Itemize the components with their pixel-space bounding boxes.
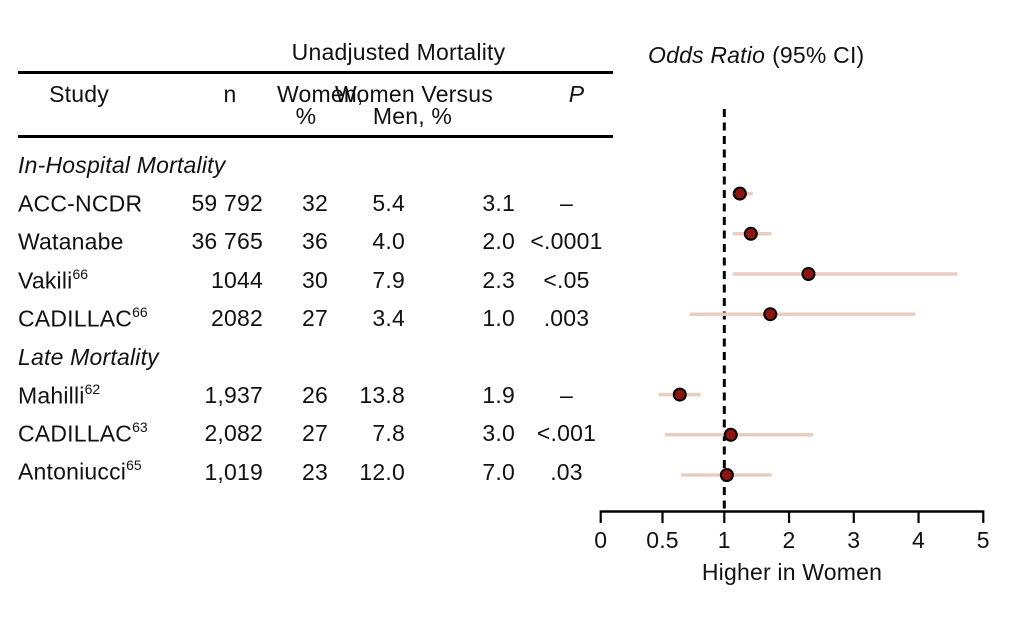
table-row: Vakili66 1044 30 7.9 2.3 <.05 bbox=[18, 261, 613, 299]
women-mortality-value: 7.9 bbox=[372, 266, 405, 293]
n-value: 1,937 bbox=[204, 382, 263, 409]
section-label: In-Hospital Mortality bbox=[18, 151, 226, 178]
table-row: Watanabe 36 765 36 4.0 2.0 <.0001 bbox=[18, 223, 613, 261]
n-value: 36 765 bbox=[191, 228, 263, 255]
table-row: CADILLAC63 2,082 27 7.8 3.0 <.001 bbox=[18, 415, 613, 453]
table-row: CADILLAC66 2082 27 3.4 1.0 .003 bbox=[18, 300, 613, 338]
n-value: 2,082 bbox=[204, 420, 263, 447]
x-axis-label: Higher in Women bbox=[702, 559, 882, 585]
women-percent-value: 27 bbox=[302, 420, 328, 447]
column-header-study: Study bbox=[49, 81, 109, 107]
reference-superscript: 66 bbox=[72, 265, 89, 282]
or-marker bbox=[743, 226, 758, 241]
column-header-p: P bbox=[568, 81, 585, 107]
or-marker bbox=[719, 468, 734, 482]
or-marker bbox=[763, 307, 778, 322]
n-value: 59 792 bbox=[191, 190, 263, 217]
column-header-n: n bbox=[223, 81, 237, 107]
table-spanner-header: Unadjusted Mortality bbox=[291, 39, 506, 65]
axis-tick-label: 0.5 bbox=[646, 527, 679, 553]
column-header-women-percent: Women, % bbox=[277, 81, 364, 129]
axis-tick-label: 0 bbox=[594, 527, 607, 553]
reference-superscript: 66 bbox=[132, 303, 148, 320]
or-marker bbox=[732, 186, 747, 201]
study-name: Vakili66 bbox=[18, 265, 89, 294]
reference-superscript: 62 bbox=[84, 380, 101, 397]
men-mortality-value: 2.3 bbox=[482, 266, 515, 293]
men-mortality-value: 3.0 bbox=[482, 420, 515, 447]
study-name: Watanabe bbox=[18, 228, 124, 255]
reference-superscript: 65 bbox=[126, 457, 142, 474]
table-row: Antoniucci65 1,019 23 12.0 7.0 .03 bbox=[18, 453, 613, 491]
or-marker bbox=[723, 427, 738, 442]
p-value: .003 bbox=[543, 305, 590, 332]
women-percent-value: 27 bbox=[302, 305, 328, 332]
men-mortality-value: 1.0 bbox=[482, 305, 515, 332]
reference-superscript: 63 bbox=[132, 419, 148, 436]
table-row: ACC-NCDR 59 792 32 5.4 3.1 – bbox=[18, 184, 613, 222]
study-name: Mahilli62 bbox=[18, 380, 101, 409]
men-mortality-value: 3.1 bbox=[482, 190, 515, 217]
plot-title-regular: (95% CI) bbox=[772, 42, 865, 68]
p-value: .03 bbox=[550, 458, 583, 485]
study-name: CADILLAC63 bbox=[18, 419, 148, 447]
axis-tick-label: 4 bbox=[912, 527, 925, 553]
men-mortality-value: 2.0 bbox=[482, 228, 515, 255]
men-mortality-value: 1.9 bbox=[482, 382, 515, 409]
table-rule-top bbox=[18, 71, 613, 74]
p-value: <.001 bbox=[536, 420, 597, 447]
axis-tick-label: 3 bbox=[847, 527, 860, 553]
study-name: Antoniucci65 bbox=[18, 457, 142, 486]
study-name: CADILLAC66 bbox=[18, 303, 148, 332]
table-header-row: Study n Women, % Women Versus Men, % P bbox=[18, 74, 613, 135]
or-marker bbox=[801, 267, 816, 281]
section-label: Late Mortality bbox=[18, 343, 159, 370]
n-value: 1,019 bbox=[204, 458, 263, 485]
plot-title: Odds Ratio (95% CI) bbox=[648, 42, 864, 69]
women-mortality-value: 13.8 bbox=[359, 382, 405, 409]
axis-tick-label: 5 bbox=[977, 527, 990, 553]
p-value: – bbox=[560, 190, 573, 217]
women-mortality-value: 4.0 bbox=[372, 228, 405, 255]
axis-tick-label: 1 bbox=[718, 527, 731, 553]
p-value: <.0001 bbox=[530, 228, 603, 255]
women-percent-value: 32 bbox=[302, 190, 328, 217]
p-value: <.05 bbox=[543, 266, 590, 293]
table-row: Mahilli62 1,937 26 13.8 1.9 – bbox=[18, 376, 613, 414]
women-percent-value: 26 bbox=[302, 382, 328, 409]
n-value: 2082 bbox=[211, 305, 263, 332]
table-body: In-Hospital Mortality ACC-NCDR 59 792 32… bbox=[18, 146, 613, 492]
axis-tick-label: 2 bbox=[783, 527, 796, 553]
table-rule-mid bbox=[18, 135, 613, 138]
table-section-row: Late Mortality bbox=[18, 338, 613, 376]
study-name: ACC-NCDR bbox=[18, 190, 143, 217]
women-mortality-value: 5.4 bbox=[372, 190, 405, 217]
table-section-row: In-Hospital Mortality bbox=[18, 146, 613, 184]
women-mortality-value: 3.4 bbox=[372, 305, 405, 332]
forest-plot-canvas: 0 0.5 1 2 3 4 5 Higher in Women bbox=[594, 109, 990, 585]
plot-title-italic: Odds Ratio bbox=[648, 42, 766, 68]
or-marker bbox=[672, 387, 687, 402]
men-mortality-value: 7.0 bbox=[482, 458, 515, 485]
women-mortality-value: 12.0 bbox=[359, 458, 405, 485]
women-percent-value: 23 bbox=[302, 458, 328, 485]
p-value: – bbox=[560, 382, 573, 409]
column-header-women-versus-men: Women Versus Men, % bbox=[335, 81, 493, 129]
n-value: 1044 bbox=[211, 266, 263, 293]
women-percent-value: 36 bbox=[302, 228, 328, 255]
women-percent-value: 30 bbox=[302, 266, 328, 293]
women-mortality-value: 7.8 bbox=[372, 420, 405, 447]
